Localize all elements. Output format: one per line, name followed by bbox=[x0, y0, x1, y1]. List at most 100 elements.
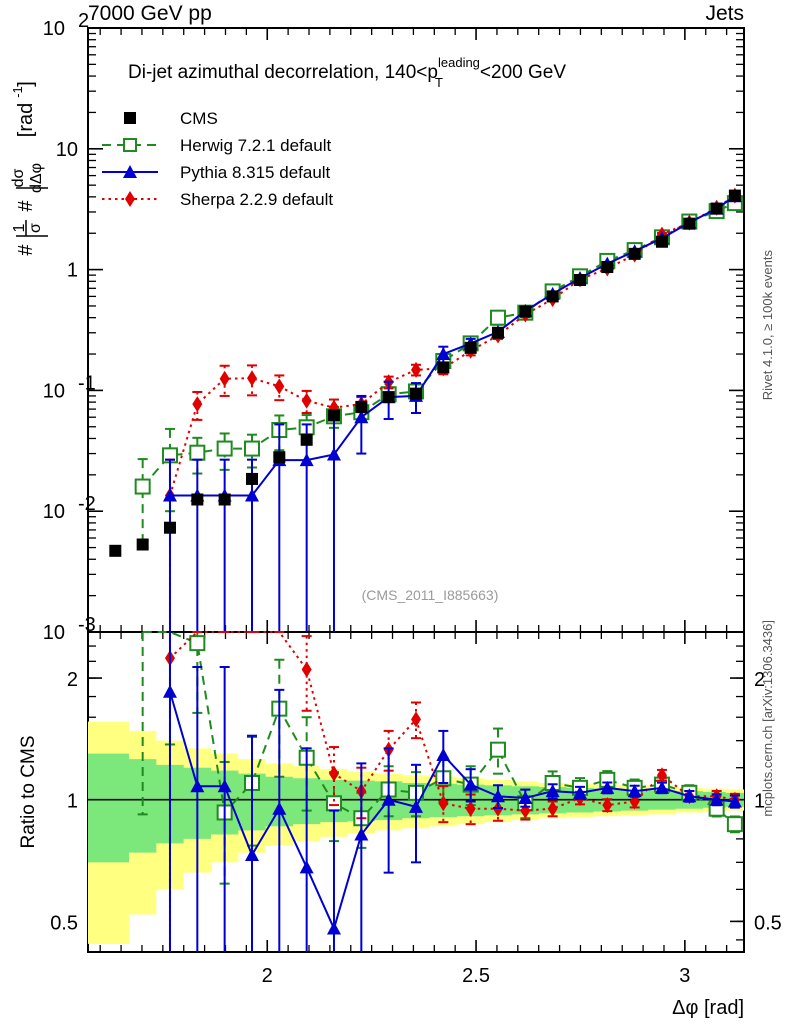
marker-triangle-up bbox=[162, 488, 177, 502]
yaxis-part: σ bbox=[27, 223, 44, 233]
marker-square-filled bbox=[628, 247, 641, 260]
marker-triangle-up bbox=[709, 792, 724, 806]
xtick-label: 2 bbox=[262, 965, 273, 987]
marker-triangle-up bbox=[436, 748, 451, 762]
ratio-ytick-label: 2 bbox=[67, 669, 78, 691]
ytick-label: 10 bbox=[43, 501, 65, 523]
ytick-label: 1 bbox=[67, 260, 78, 282]
yaxis-part: dΔφ bbox=[28, 163, 45, 193]
marker-triangle-up bbox=[326, 447, 341, 461]
marker-triangle-up bbox=[727, 794, 742, 808]
marker-triangle-up bbox=[381, 792, 396, 806]
marker-diamond bbox=[301, 392, 312, 409]
marker-triangle-up bbox=[299, 453, 314, 467]
marker-diamond bbox=[547, 800, 558, 817]
series-sherpa-ratio-line bbox=[169, 631, 736, 812]
marker-square-filled bbox=[300, 433, 313, 446]
marker-diamond bbox=[438, 795, 449, 812]
legend-label: Sherpa 2.2.9 default bbox=[180, 190, 333, 209]
marker-triangle-up bbox=[518, 790, 533, 804]
marker-diamond bbox=[274, 378, 285, 395]
marker-triangle-up bbox=[654, 780, 669, 794]
marker-square-open bbox=[489, 741, 506, 758]
marker-triangle-up bbox=[162, 684, 177, 698]
marker-square-filled bbox=[710, 202, 723, 215]
marker-square-filled bbox=[491, 326, 504, 339]
yaxis-part: # bbox=[15, 244, 37, 256]
marker-diamond bbox=[192, 396, 203, 413]
legend-entry-0: CMS bbox=[124, 109, 218, 128]
marker-triangle-up bbox=[123, 165, 137, 178]
ytick-exponent: -3 bbox=[78, 614, 96, 636]
ytick-label: 10 bbox=[43, 622, 65, 644]
ytick-label: 10 bbox=[43, 18, 65, 40]
legend-label: Herwig 7.2.1 default bbox=[180, 136, 331, 155]
marker-diamond bbox=[301, 661, 312, 678]
legend-entry-3: Sherpa 2.2.9 default bbox=[102, 190, 333, 209]
yaxis-part: 1 bbox=[11, 223, 28, 232]
yaxis-part: ] bbox=[15, 81, 37, 87]
marker-square-filled bbox=[728, 189, 741, 202]
marker-square-filled bbox=[327, 409, 340, 422]
marker-square-filled bbox=[273, 451, 286, 464]
marker-triangle-up bbox=[299, 860, 314, 874]
xtick-label: 3 bbox=[679, 965, 690, 987]
marker-triangle-up bbox=[245, 488, 259, 502]
marker-diamond bbox=[411, 361, 421, 378]
series-sherpa-main-line bbox=[169, 194, 736, 496]
plot-title-superscript: leading bbox=[438, 55, 480, 70]
marker-square-filled bbox=[191, 493, 204, 506]
legend-label: CMS bbox=[180, 109, 218, 128]
ratio-ytick-label-right: 0.5 bbox=[754, 912, 782, 934]
marker-triangle-up bbox=[272, 801, 287, 815]
series-pythia-ratio-line bbox=[169, 691, 735, 932]
ytick-label: 10 bbox=[56, 139, 78, 161]
marker-triangle-up bbox=[600, 780, 615, 794]
marker-diamond bbox=[125, 191, 135, 207]
marker-square-open bbox=[134, 478, 151, 495]
marker-square-filled bbox=[410, 387, 422, 400]
marker-triangle-up bbox=[190, 779, 205, 793]
marker-triangle-up bbox=[573, 785, 587, 799]
marker-triangle-up bbox=[217, 779, 232, 793]
marker-triangle-up bbox=[682, 789, 697, 803]
marker-diamond bbox=[219, 370, 230, 387]
marker-diamond bbox=[247, 370, 257, 387]
ytick-exponent: -2 bbox=[78, 493, 96, 515]
marker-square-filled bbox=[574, 274, 586, 287]
ratio-ytick-label-right: 2 bbox=[754, 669, 765, 691]
marker-square-filled bbox=[519, 305, 532, 318]
marker-square-filled bbox=[109, 544, 122, 557]
marker-square-filled bbox=[655, 235, 668, 248]
plot-title-subscript: T bbox=[435, 75, 443, 90]
xtick-label: 2.5 bbox=[462, 965, 490, 987]
marker-square-open bbox=[123, 138, 137, 152]
legend-label: Pythia 8.315 default bbox=[180, 163, 331, 182]
marker-square-filled bbox=[437, 361, 450, 374]
yaxis-part: # bbox=[15, 200, 37, 212]
marker-square-open bbox=[189, 444, 206, 461]
ytick-exponent: -1 bbox=[78, 372, 96, 394]
watermark: (CMS_2011_I885663) bbox=[362, 587, 499, 603]
marker-diamond bbox=[411, 711, 421, 728]
marker-triangle-up bbox=[409, 799, 423, 813]
yaxis-part: -1 bbox=[10, 86, 25, 98]
marker-square-open bbox=[244, 440, 260, 457]
header-right: Jets bbox=[705, 2, 744, 25]
marker-triangle-up bbox=[326, 921, 341, 935]
ratio-ytick-label: 1 bbox=[67, 791, 78, 813]
marker-square-filled bbox=[464, 341, 477, 354]
header-left: 7000 GeV pp bbox=[88, 2, 212, 25]
marker-triangle-up bbox=[490, 789, 505, 803]
legend-entry-2: Pythia 8.315 default bbox=[102, 163, 331, 182]
series-pythia-ratio bbox=[162, 632, 742, 952]
marker-diamond bbox=[602, 797, 613, 814]
marker-square-filled bbox=[683, 217, 696, 230]
marker-square-open bbox=[189, 635, 206, 652]
plot-title: Di-jet azimuthal decorrelation, 140<p bbox=[128, 62, 438, 83]
marker-square-filled bbox=[355, 400, 368, 413]
sidebar-bottom-text: mcplots.cern.ch [arXiv:1306.3436] bbox=[760, 620, 775, 817]
marker-square-filled bbox=[163, 521, 176, 534]
marker-square-open bbox=[325, 795, 342, 812]
